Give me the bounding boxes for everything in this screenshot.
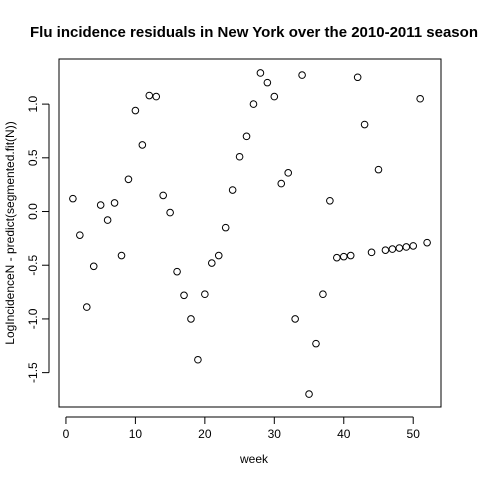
y-tick-label: 0.0: [26, 203, 40, 220]
data-point: [402, 243, 411, 251]
y-tick-label: 1.0: [26, 95, 40, 112]
data-point: [82, 303, 91, 311]
data-point: [416, 94, 424, 103]
data-point: [173, 267, 181, 276]
data-point: [152, 92, 161, 101]
data-point: [270, 92, 279, 101]
data-point: [333, 253, 341, 262]
data-point: [194, 355, 202, 364]
data-point: [235, 152, 244, 161]
data-point: [374, 165, 383, 174]
data-point: [423, 238, 431, 247]
x-tick-label: 40: [337, 427, 351, 441]
data-point: [326, 196, 334, 205]
x-tick-label: 50: [407, 427, 421, 441]
data-point: [124, 175, 133, 184]
data-point: [409, 242, 418, 250]
data-point: [145, 91, 154, 100]
data-point: [131, 106, 140, 115]
data-point: [312, 339, 320, 348]
x-axis-label: week: [239, 452, 269, 466]
data-point: [138, 141, 147, 149]
data-point: [305, 390, 313, 398]
data-point: [346, 251, 355, 260]
data-point: [221, 223, 230, 232]
data-point: [353, 73, 362, 82]
data-point: [69, 194, 77, 203]
data-point: [367, 248, 376, 257]
x-tick-label: 30: [268, 427, 282, 441]
data-points: [69, 69, 431, 398]
data-point: [117, 251, 126, 260]
y-tick-label: 0.5: [26, 149, 40, 166]
data-point: [291, 315, 299, 323]
chart-title: Flu incidence residuals in New York over…: [30, 24, 478, 41]
data-point: [201, 290, 209, 299]
data-point: [187, 315, 195, 323]
x-tick-label: 10: [129, 427, 143, 441]
data-point: [110, 199, 119, 207]
data-point: [263, 78, 272, 87]
data-point: [339, 252, 348, 261]
data-point: [319, 290, 327, 299]
y-tick-label: -1.0: [26, 308, 40, 329]
data-point: [395, 244, 404, 252]
y-axis: -1.5 -1.0 -0.5 0.0 0.5 1.0: [26, 95, 50, 383]
y-axis-label: LogIncidenceN - predict(segmented.fit(N)…: [3, 121, 17, 344]
x-axis: 0 10 20 30 40 50: [63, 416, 421, 441]
data-point: [284, 169, 293, 177]
data-point: [256, 69, 265, 77]
data-point: [228, 186, 237, 194]
data-point: [277, 179, 286, 188]
data-point: [381, 246, 390, 254]
y-tick-label: -0.5: [26, 255, 40, 276]
data-point: [242, 132, 251, 141]
data-point: [76, 231, 84, 239]
data-point: [360, 120, 369, 129]
data-point: [249, 100, 258, 108]
data-point: [208, 259, 216, 267]
y-tick-label: -1.5: [26, 362, 40, 383]
data-point: [89, 262, 98, 271]
data-point: [159, 191, 167, 200]
x-tick-label: 0: [63, 427, 70, 441]
data-point: [96, 201, 105, 209]
data-point: [298, 71, 306, 79]
data-point: [180, 291, 188, 300]
plot-area: [58, 58, 442, 408]
data-point: [103, 216, 112, 224]
data-point: [214, 251, 223, 260]
x-tick-label: 20: [198, 427, 212, 441]
data-point: [166, 208, 174, 217]
data-point: [388, 245, 397, 253]
